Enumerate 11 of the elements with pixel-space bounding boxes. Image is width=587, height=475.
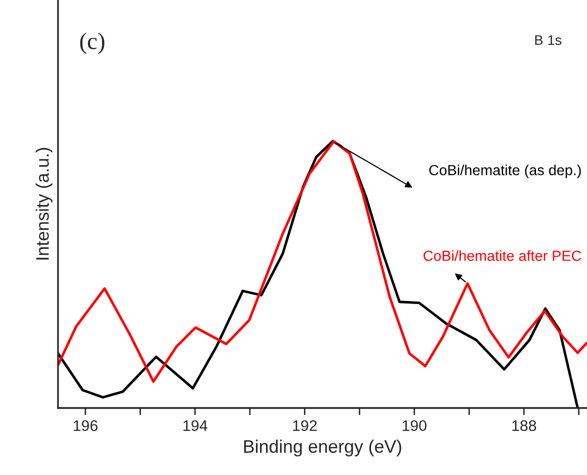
x-tick-label: 188 (512, 420, 536, 432)
x-tick-label: 192 (293, 420, 317, 432)
text: B 1s (535, 35, 562, 46)
text: (c) (80, 32, 104, 54)
x-tick-label: 194 (183, 420, 208, 432)
text: CoBi/hematite (as dep.) (429, 164, 581, 178)
text: CoBi/hematite after PEC (424, 250, 582, 261)
x-tick-label: 196 (74, 420, 98, 432)
x-tick-label: 190 (402, 420, 426, 432)
y-axis-title: Intensity (a.u.) (36, 148, 52, 260)
x-axis-title: Binding energy (eV) (244, 440, 402, 456)
